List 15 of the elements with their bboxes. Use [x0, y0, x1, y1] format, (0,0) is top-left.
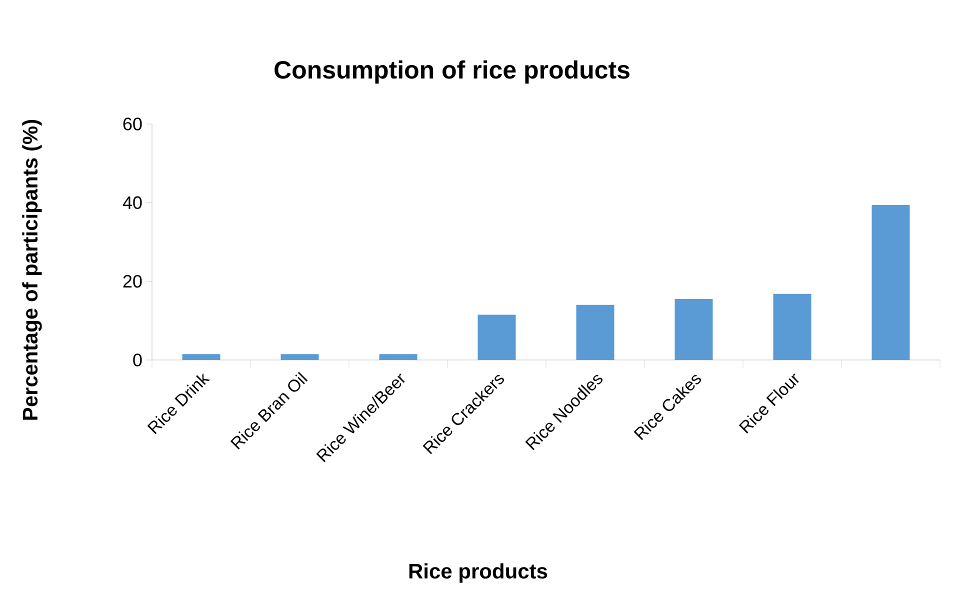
- x-axis-title: Rice products: [409, 563, 548, 583]
- y-tick-label: 20: [123, 274, 142, 288]
- bar: [379, 354, 418, 360]
- bar: [576, 304, 614, 360]
- bar: [872, 205, 910, 360]
- bar: [280, 354, 319, 360]
- y-tick-label: 60: [123, 118, 142, 130]
- y-tick-label: 0: [133, 354, 142, 366]
- y-axis-title: Percentage of participants (%): [22, 120, 42, 420]
- bar: [773, 294, 812, 360]
- bar: [182, 354, 220, 360]
- y-tick-label: 40: [122, 196, 142, 210]
- chart-title: Consumption of rice products: [274, 60, 630, 84]
- bar: [478, 314, 516, 360]
- bar: [674, 299, 713, 360]
